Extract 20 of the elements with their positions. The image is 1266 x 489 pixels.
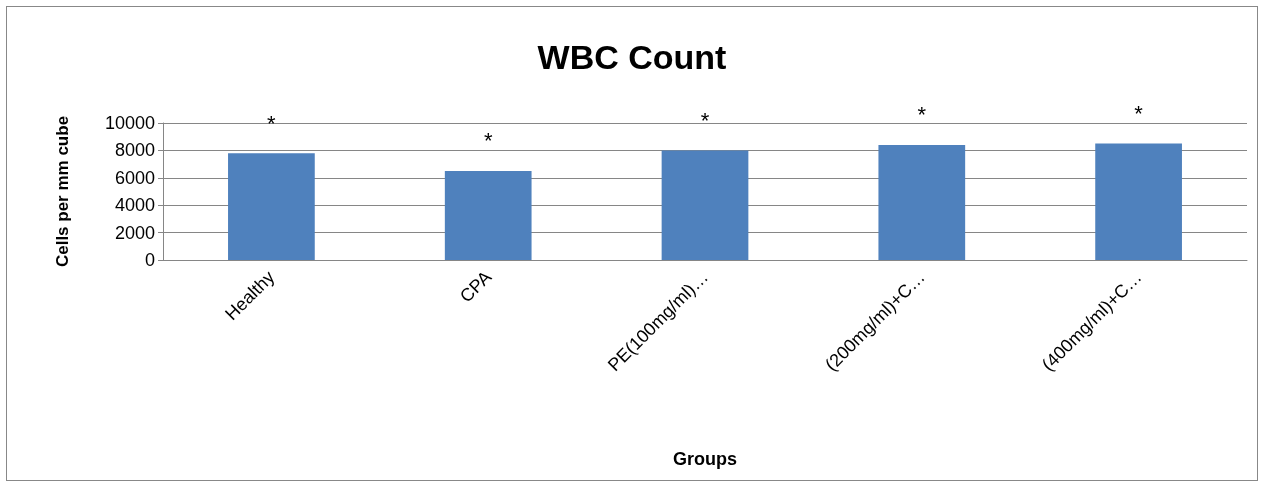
bar <box>1095 143 1182 260</box>
chart-title: WBC Count <box>537 38 727 76</box>
annotation: * <box>917 102 927 128</box>
y-tick-label: 6000 <box>114 167 155 188</box>
annotation: * <box>1134 101 1144 127</box>
x-axis-title: Groups <box>672 449 738 469</box>
annotation: * <box>700 107 710 133</box>
bar <box>878 144 966 260</box>
y-tick-label: 0 <box>144 250 155 270</box>
y-tick-label: 2000 <box>114 222 155 243</box>
y-tick-label: 8000 <box>114 140 155 161</box>
bar <box>444 170 532 260</box>
bar <box>228 153 315 260</box>
annotation: * <box>267 110 277 136</box>
y-tick-label: 4000 <box>114 195 155 216</box>
y-tick-label: 10000 <box>104 113 155 133</box>
x-tick-label: CPA <box>455 266 496 307</box>
annotation: * <box>483 128 493 154</box>
y-axis-title: Cells per mm cube <box>53 115 72 268</box>
bar <box>661 150 749 260</box>
